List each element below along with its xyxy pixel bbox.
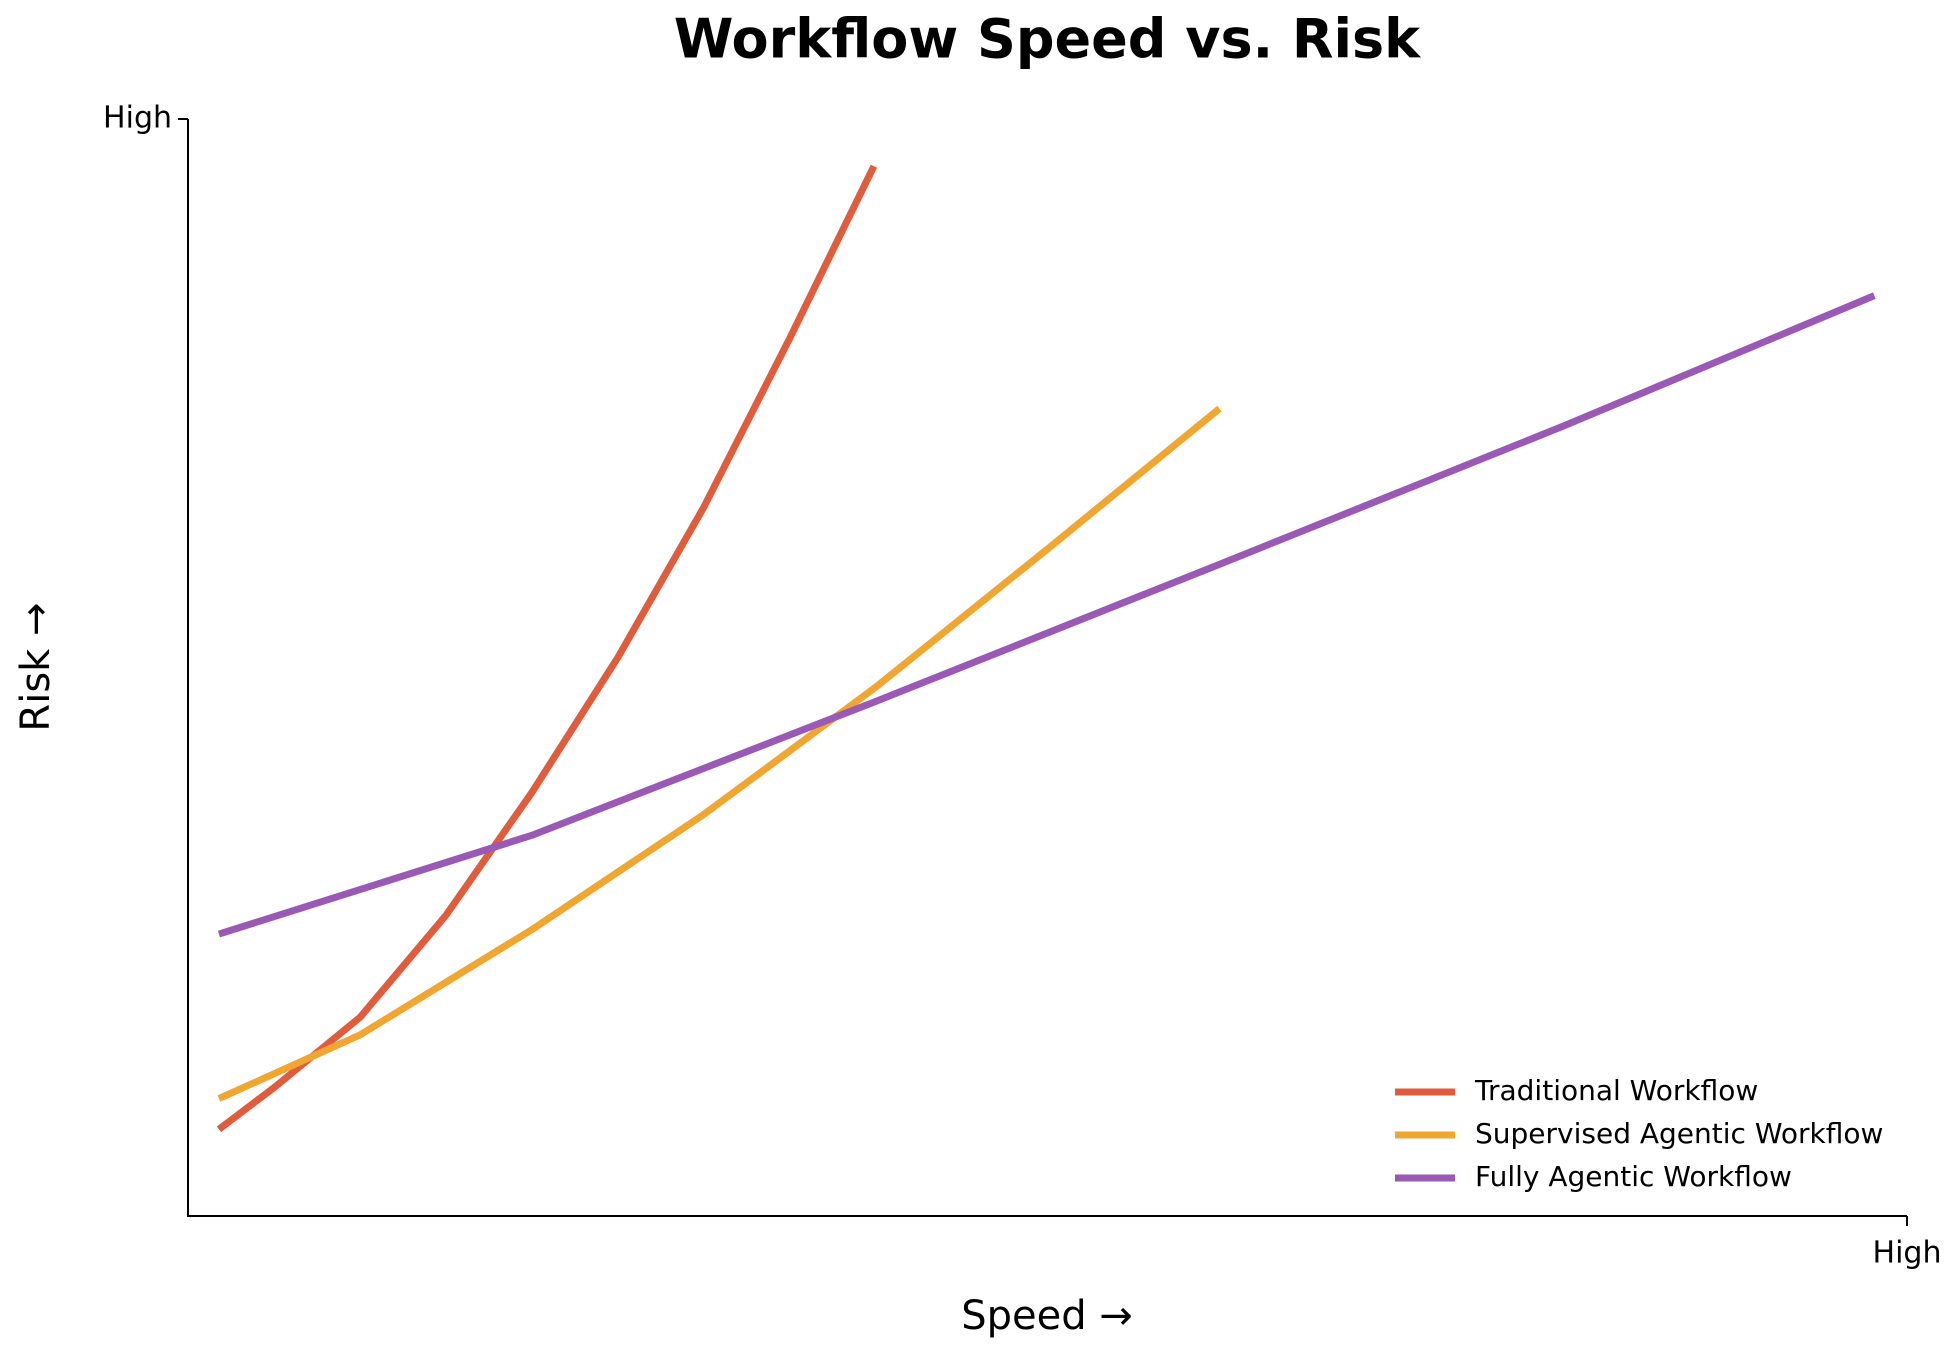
x-tick-label: High (1873, 1236, 1942, 1271)
chart-title: Workflow Speed vs. Risk (674, 8, 1421, 71)
series-line (217, 405, 1222, 1102)
legend-label: Supervised Agentic Workflow (1475, 1117, 1883, 1150)
y-axis-label: Risk → (13, 602, 59, 731)
series-line (216, 164, 878, 1133)
legend-label: Fully Agentic Workflow (1475, 1160, 1792, 1193)
x-axis-label: Speed → (961, 1293, 1133, 1339)
series-line (217, 292, 1876, 938)
y-tick-label: High (103, 101, 172, 136)
legend-label: Traditional Workflow (1474, 1074, 1758, 1107)
